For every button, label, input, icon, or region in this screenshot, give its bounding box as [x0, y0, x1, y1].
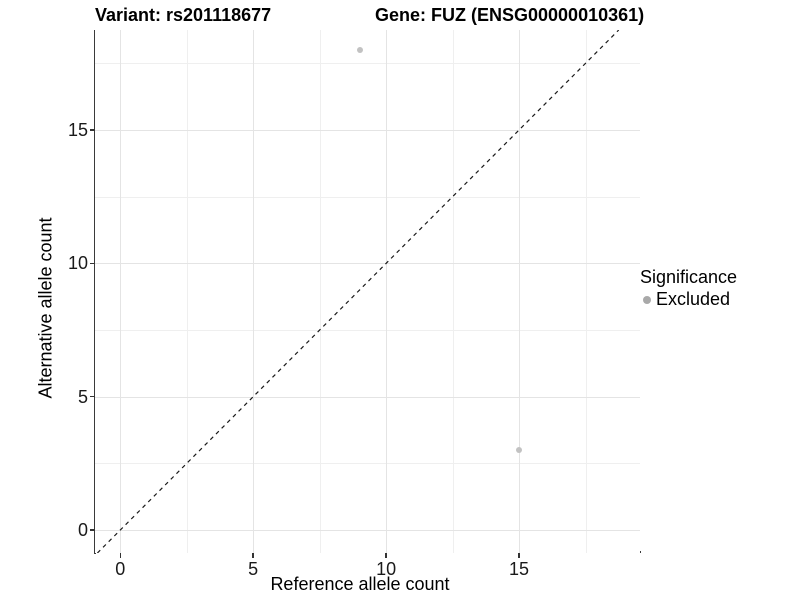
x-axis-tick — [252, 553, 254, 558]
y-axis-tick — [90, 529, 95, 531]
y-major-gridline — [95, 396, 640, 398]
x-major-gridline — [386, 30, 388, 553]
y-tick-label: 15 — [67, 120, 88, 140]
plot-title-gene: Gene: FUZ (ENSG00000010361) — [375, 5, 645, 25]
legend: Significance Excluded — [640, 266, 737, 310]
legend-item-label: Excluded — [656, 289, 731, 309]
y-axis-tick — [90, 262, 95, 265]
x-minor-gridline — [186, 30, 188, 553]
x-axis-tick — [385, 553, 387, 558]
legend-title: Significance — [640, 267, 738, 287]
data-point — [516, 447, 523, 454]
x-axis-title: Reference allele count — [270, 574, 450, 594]
y-axis-tick — [90, 395, 95, 398]
y-axis-tick — [90, 129, 95, 131]
x-minor-gridline — [452, 30, 454, 553]
x-tick-label: 15 — [509, 559, 530, 579]
y-major-gridline — [95, 263, 640, 265]
y-minor-gridline — [95, 330, 640, 332]
plot-panel — [95, 30, 640, 553]
x-tick-label: 0 — [115, 559, 126, 579]
x-minor-gridline — [319, 30, 321, 553]
y-axis-title: Alternative allele count — [35, 217, 56, 399]
data-point — [356, 47, 363, 53]
x-major-gridline — [120, 30, 122, 553]
y-tick-label: 5 — [77, 386, 88, 407]
legend-item-excluded: Excluded — [640, 289, 737, 310]
plot-title-variant: Variant: rs201118677 — [95, 5, 272, 25]
x-tick-label: 10 — [376, 559, 397, 579]
y-minor-gridline — [95, 63, 640, 65]
x-tick-label: 5 — [248, 559, 259, 579]
y-major-gridline — [95, 130, 640, 131]
y-major-gridline — [95, 530, 640, 532]
x-axis-tick — [119, 553, 121, 558]
identity-dashed-line — [96, 30, 620, 553]
y-minor-gridline — [95, 196, 640, 198]
x-major-gridline — [253, 30, 255, 553]
y-tick-label: 0 — [77, 520, 88, 541]
y-minor-gridline — [95, 463, 640, 465]
x-axis-tick — [518, 553, 520, 558]
y-tick-label: 10 — [67, 253, 88, 274]
legend-excluded-dot-icon — [643, 295, 651, 304]
x-major-gridline — [519, 30, 521, 553]
x-minor-gridline — [585, 30, 587, 553]
